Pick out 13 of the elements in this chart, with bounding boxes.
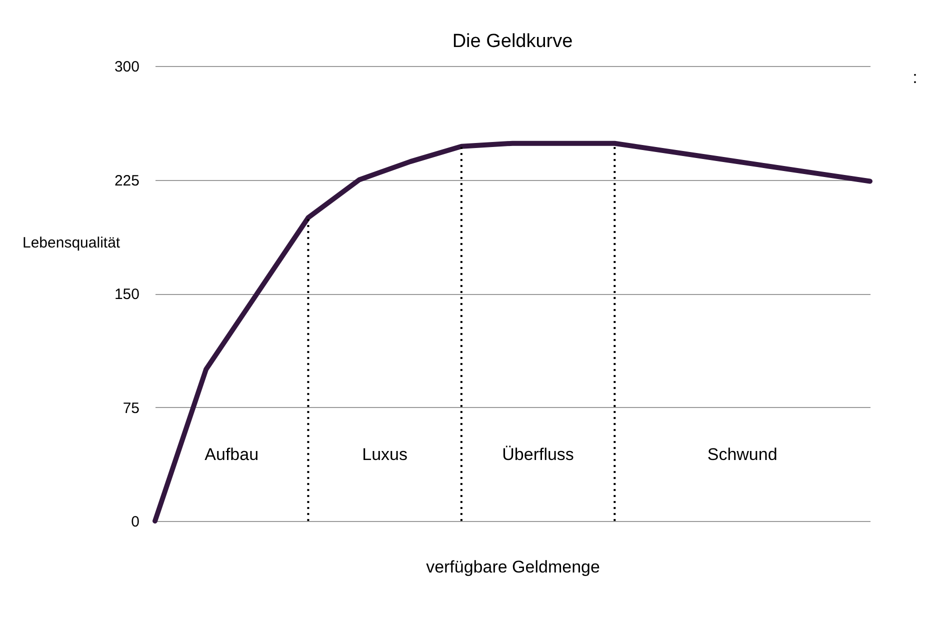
y-tick-label: 75 <box>122 400 140 417</box>
annotation: Schwund <box>707 445 778 464</box>
y-tick-label: 225 <box>114 172 140 190</box>
annotation: Luxus <box>362 445 408 464</box>
chart-title: Die Geldkurve <box>452 31 573 52</box>
y-tick-label: 150 <box>114 286 140 303</box>
y-tick-label: 300 <box>114 58 140 76</box>
x-axis-title: verfügbare Geldmenge <box>426 558 600 576</box>
y-tick-label: 0 <box>131 514 140 530</box>
annotation: Aufbau <box>204 445 259 464</box>
annotation: Überfluss <box>502 445 574 464</box>
text: : <box>912 68 918 87</box>
y-axis-title: Lebensqualität <box>22 234 121 252</box>
